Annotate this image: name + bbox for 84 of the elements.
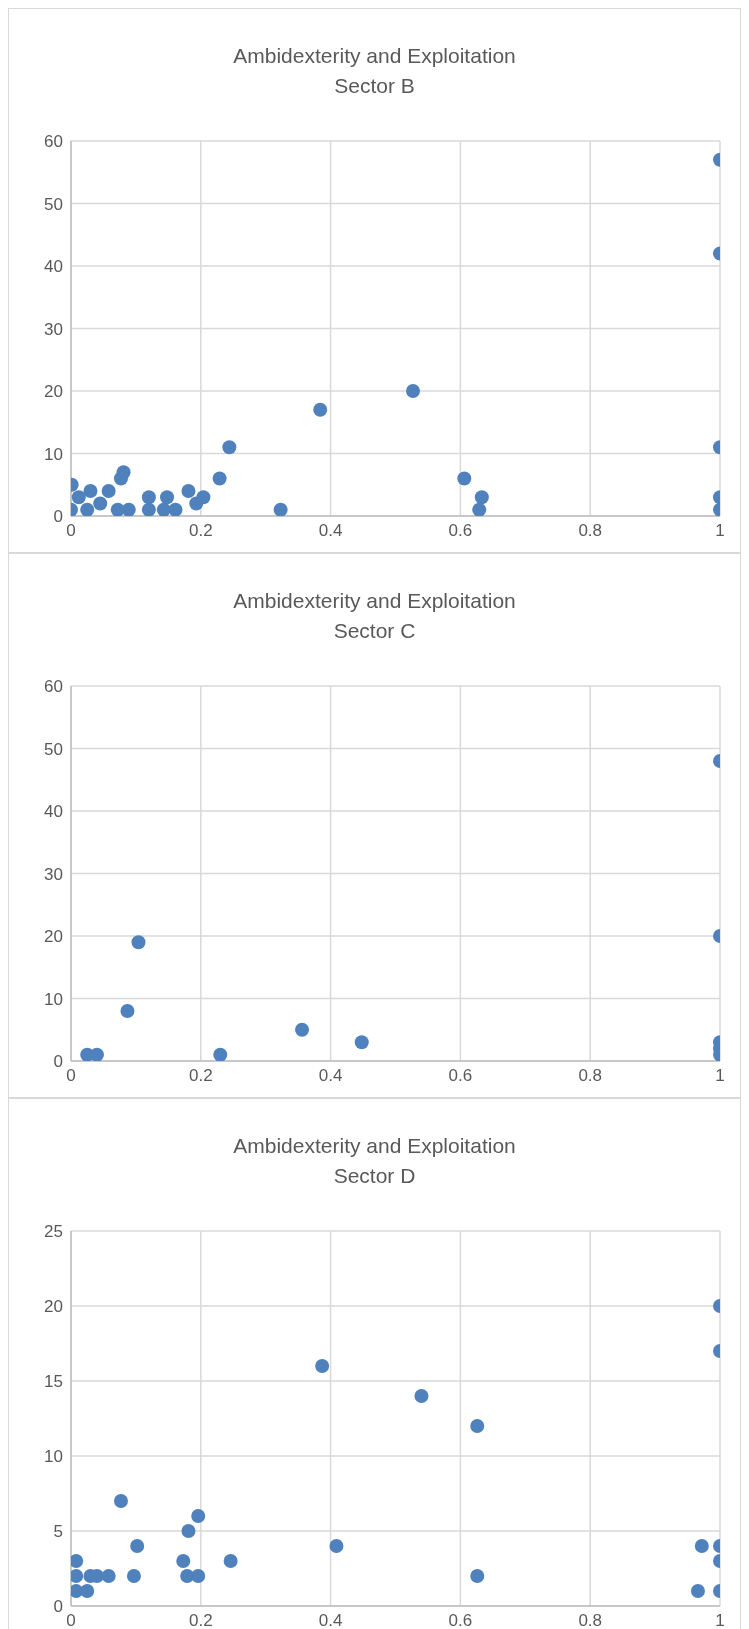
point: [71, 490, 86, 505]
point: [354, 1035, 369, 1050]
point: [168, 502, 183, 516]
point: [189, 496, 204, 511]
point: [113, 1494, 128, 1508]
x-tick-label: 0.4: [318, 1066, 343, 1086]
x-tick-label: 1: [715, 1066, 725, 1086]
y-tick-label: 10: [44, 1447, 63, 1467]
y-tick-label: 0: [53, 507, 63, 527]
y-tick-label: 30: [44, 864, 63, 884]
point: [116, 465, 131, 480]
y-tick-label: 5: [53, 1522, 63, 1542]
point: [93, 496, 108, 511]
point: [130, 1539, 145, 1553]
x-tick-label: 0: [66, 1066, 76, 1086]
point: [474, 490, 489, 505]
x-tick-label: 0.4: [318, 521, 343, 541]
point: [470, 1569, 485, 1583]
point: [223, 1554, 238, 1568]
y-tick-label: 50: [44, 194, 63, 214]
x-tick-label: 0.2: [188, 1611, 213, 1629]
point: [406, 384, 421, 398]
x-tick-label: 0.8: [578, 521, 603, 541]
y-tick-label: 20: [44, 927, 63, 947]
point: [414, 1389, 429, 1403]
y-tick-label: 10: [44, 989, 63, 1009]
point: [101, 1569, 116, 1583]
x-tick-label: 1: [715, 1611, 725, 1629]
x-tick-label: 0.4: [318, 1611, 343, 1629]
point: [80, 502, 95, 516]
y-tick-label: 0: [53, 1052, 63, 1072]
point: [156, 502, 171, 516]
x-tick-label: 0.6: [448, 1066, 473, 1086]
point: [212, 471, 227, 486]
point: [160, 490, 175, 505]
y-tick-label: 60: [44, 132, 63, 152]
x-tick-label: 0: [66, 1611, 76, 1629]
point: [126, 1569, 141, 1583]
chart-title: Ambidexterity and Exploitation Sector D: [232, 1133, 517, 1189]
point: [273, 502, 288, 516]
x-tick-label: 0.6: [448, 521, 473, 541]
x-tick-label: 0.8: [578, 1066, 603, 1086]
point: [71, 1554, 84, 1568]
x-tick-label: 0: [66, 521, 76, 541]
point: [71, 1569, 84, 1583]
point: [101, 484, 116, 498]
point: [120, 1004, 135, 1018]
point: [141, 502, 156, 516]
point: [457, 471, 472, 486]
chart-title: Ambidexterity and Exploitation Sector C: [232, 588, 517, 644]
point: [472, 502, 487, 516]
point: [470, 1419, 485, 1433]
y-tick-label: 25: [44, 1222, 63, 1242]
y-tick-label: 15: [44, 1372, 63, 1392]
x-tick-label: 0.2: [188, 1066, 213, 1086]
point: [80, 1584, 95, 1598]
point: [191, 1569, 206, 1583]
point: [295, 1022, 310, 1037]
x-tick-label: 0.6: [448, 1611, 473, 1629]
point: [222, 440, 237, 455]
point: [191, 1509, 206, 1523]
point: [181, 1524, 196, 1538]
y-tick-label: 50: [44, 739, 63, 759]
point: [121, 502, 136, 516]
point: [213, 1047, 228, 1061]
x-tick-label: 0.2: [188, 521, 213, 541]
point: [181, 484, 196, 498]
point: [141, 490, 156, 505]
y-tick-label: 40: [44, 257, 63, 277]
y-tick-label: 20: [44, 1297, 63, 1317]
point: [329, 1539, 344, 1553]
y-tick-label: 10: [44, 444, 63, 464]
y-tick-label: 20: [44, 382, 63, 402]
point: [83, 484, 98, 498]
point: [315, 1359, 330, 1373]
x-tick-label: 0.8: [578, 1611, 603, 1629]
chart-title: Ambidexterity and Exploitation Sector B: [232, 43, 517, 99]
point: [313, 402, 328, 417]
point: [131, 935, 146, 950]
point: [176, 1554, 191, 1568]
y-tick-label: 30: [44, 319, 63, 339]
y-tick-label: 40: [44, 802, 63, 822]
x-tick-label: 1: [715, 521, 725, 541]
y-tick-label: 60: [44, 677, 63, 697]
